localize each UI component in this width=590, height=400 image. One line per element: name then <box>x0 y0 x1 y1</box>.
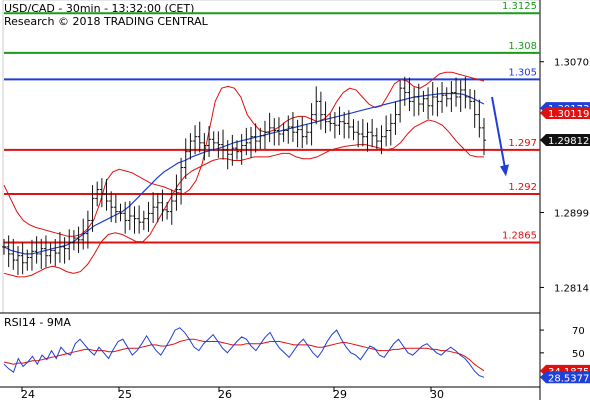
level-label-1.292: 1.292 <box>508 182 537 193</box>
level-label-1.308: 1.308 <box>508 41 537 52</box>
rsi-axis-ticks: 70 50 <box>540 326 585 360</box>
forecast-arrow-shaft <box>491 96 506 169</box>
rsi-tick-label: 50 <box>572 349 585 360</box>
xaxis-label-26: 26 <box>218 388 232 400</box>
forecast-arrow <box>491 96 509 177</box>
price-tag-bg <box>540 106 590 119</box>
price-bars <box>2 76 486 276</box>
xaxis-label-24: 24 <box>21 388 35 400</box>
price-axis-ticks: 1.3070 1.2899 1.2814 <box>540 58 589 294</box>
rsi-ma-line <box>3 338 485 372</box>
rsi-tag-bg <box>540 371 590 384</box>
horizontal-levels: 1.3125 1.308 1.305 1.297 1.292 1.2865 <box>4 1 540 244</box>
price-tag-bg <box>540 134 590 147</box>
price-tag-label-1.29812: 1.29812 <box>548 136 589 147</box>
bollinger-bands <box>3 71 485 278</box>
rsi-panel: RSI14 - 9MA 70 50 34.187528.5377 <box>0 312 590 388</box>
xaxis-label-30: 30 <box>430 388 444 400</box>
rsi-tags: 34.187528.5377 <box>540 364 590 384</box>
bollinger-lower-line <box>3 119 484 278</box>
chart-credit: Research © 2018 TRADING CENTRAL <box>4 15 208 28</box>
level-label-1.3125: 1.3125 <box>502 1 537 12</box>
rsi-lines <box>3 327 485 378</box>
xaxis-label-25: 25 <box>118 388 132 400</box>
level-label-1.297: 1.297 <box>508 138 537 149</box>
rsi-title: RSI14 - 9MA <box>4 316 71 329</box>
level-label-1.305: 1.305 <box>508 67 537 78</box>
bollinger-upper-line <box>3 71 485 237</box>
chart-title: USD/CAD - 30min - 13:32:00 (CET) <box>4 2 195 15</box>
xaxis-label-29: 29 <box>333 388 347 400</box>
xaxis-labels: 24 25 26 29 30 <box>21 387 444 400</box>
moving-average-line <box>3 92 485 255</box>
rsi-line <box>3 327 485 378</box>
forecast-arrow-head <box>500 164 509 177</box>
level-label-1.2865: 1.2865 <box>502 230 537 241</box>
price-tag-label-1.30119: 1.30119 <box>548 109 589 120</box>
rsi-tag-label-28.5377: 28.5377 <box>548 373 589 384</box>
price-tick-label: 1.3070 <box>554 58 589 69</box>
rsi-tick-label: 70 <box>572 326 585 337</box>
price-tick-label: 1.2814 <box>554 283 589 294</box>
price-tick-label: 1.2899 <box>554 208 589 219</box>
